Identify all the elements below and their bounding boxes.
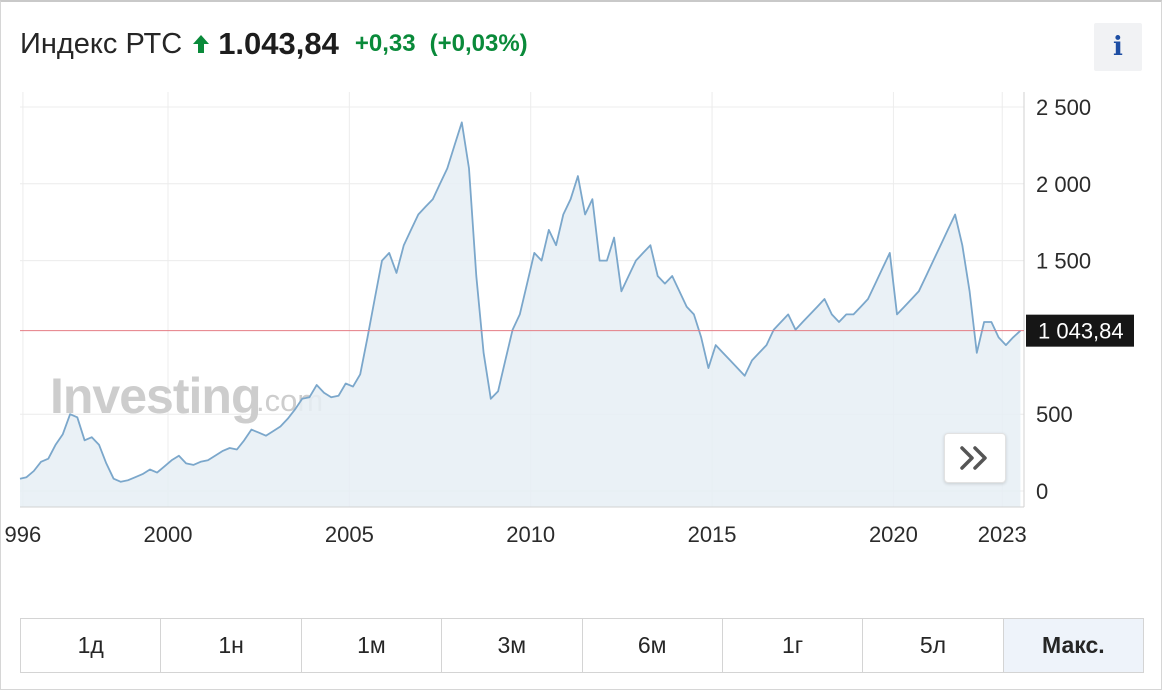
price-area [19, 121, 1022, 508]
x-tick-label: 2010 [506, 522, 555, 547]
info-button[interactable]: i [1094, 23, 1142, 71]
y-tick-label: 0 [1036, 479, 1048, 504]
y-tick-label: 2 500 [1036, 95, 1091, 120]
range-button-1[interactable]: 1д [21, 619, 162, 672]
price-chart: Investing .com 996 2000 2005 2010 2015 2020 20… [5, 92, 1134, 547]
x-tick-label: 2005 [325, 522, 374, 547]
x-tick-label: 2020 [869, 522, 918, 547]
x-tick-label: 2015 [688, 522, 737, 547]
arrow-up-icon [193, 35, 210, 53]
x-tick-label: 996 [5, 522, 42, 547]
y-tick-label: 1 500 [1036, 249, 1091, 274]
range-button-8[interactable]: Макс. [1003, 619, 1143, 672]
index-title: Индекс РТС [20, 27, 183, 60]
info-icon: i [1113, 32, 1123, 62]
price-change-percent: (+0,03%) [429, 30, 528, 57]
y-tick-label: 2 000 [1036, 172, 1091, 197]
series-line [19, 121, 1022, 483]
time-range-selector: 1д 1н 1м 3м 6м 1г 5л Макс. [20, 618, 1144, 673]
x-tick-label: 2000 [144, 522, 193, 547]
range-button-7[interactable]: 5л [863, 619, 1004, 672]
last-price: 1.043,84 [218, 26, 339, 61]
investing-watermark: Investing .com [50, 368, 323, 424]
range-button-2[interactable]: 1н [161, 619, 302, 672]
range-button-5[interactable]: 6м [582, 619, 723, 672]
current-price-marker: 1 043,84 [20, 314, 1134, 347]
chart-axes: 996 2000 2005 2010 2015 2020 2023 0 500 1 500 2 00… [5, 92, 1091, 547]
current-price-label: 1 043,84 [1038, 319, 1124, 344]
double-chevron-right-icon [960, 446, 987, 470]
current-price-tag [1026, 314, 1134, 347]
watermark-text: Investing [50, 368, 260, 424]
quote-header: Индекс РТС 1.043,84 +0,33 (+0,03%) [20, 24, 528, 64]
y-tick-label: 500 [1036, 402, 1073, 427]
range-button-4[interactable]: 3м [442, 619, 583, 672]
x-tick-label: 2023 [978, 522, 1027, 547]
range-button-6[interactable]: 1г [722, 619, 864, 672]
expand-chart-button[interactable] [944, 433, 1006, 483]
range-button-3[interactable]: 1м [301, 619, 443, 672]
price-change: +0,33 [354, 30, 416, 57]
